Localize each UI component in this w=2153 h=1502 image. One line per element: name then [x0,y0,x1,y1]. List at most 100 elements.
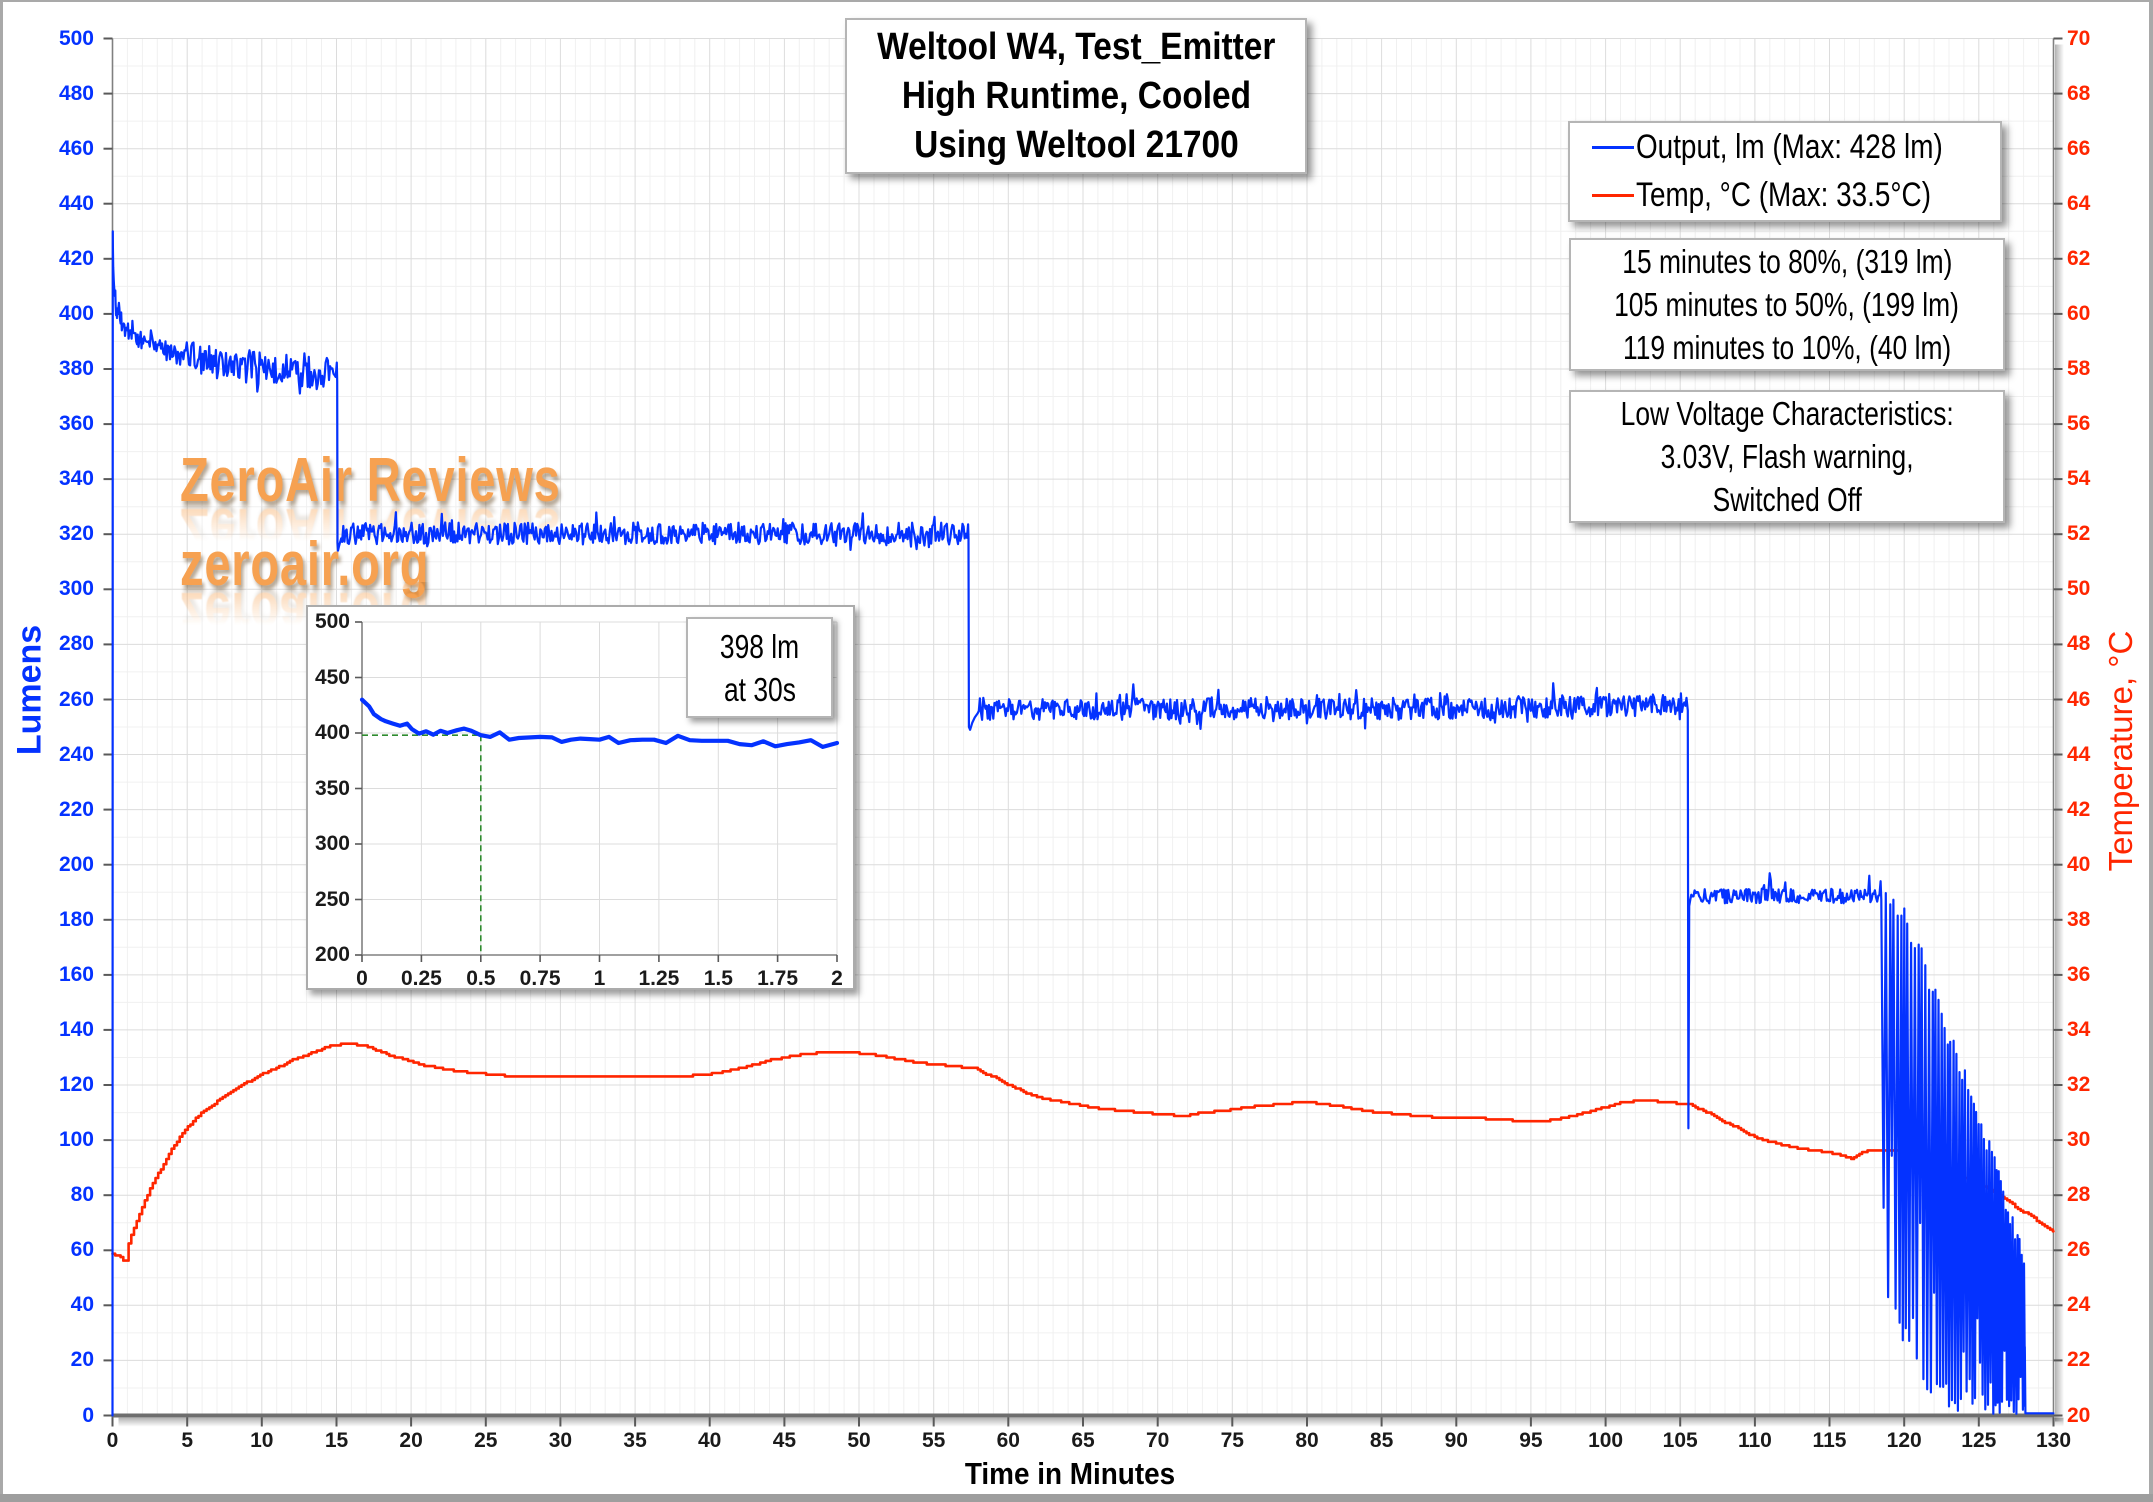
inset-annotation-line: 398 lm [719,627,800,665]
x-axis-tick-label: 65 [1071,1429,1095,1452]
chart-title-box: Weltool W4, Test_Emitter High Runtime, C… [845,18,1307,174]
right-axis-tick-label: 42 [2067,797,2091,821]
watermark-text: ZeroAir Reviews [180,446,561,515]
x-axis-tick-label: 110 [1737,1429,1772,1452]
window-border-bottom [0,1494,2153,1502]
left-axis-tick-label: 180 [58,907,94,931]
window-border-right [2149,0,2153,1502]
watermark: ZeroAir Reviews ZeroAir Reviews zeroair.… [180,446,681,649]
left-axis-tick-label: 380 [58,357,94,380]
legend-item-output: Output, lm (Max: 428 lm) [1592,128,2000,167]
right-axis-tick-label: 28 [2067,1183,2091,1207]
left-axis-tick-label: 20 [70,1348,94,1372]
right-axis-tick-label: 44 [2067,742,2091,766]
x-axis-tick-label: 100 [1588,1429,1624,1452]
inset-x-tick-label: 1 [593,967,606,990]
x-axis-tick-label: 10 [250,1429,274,1452]
legend-label-output: Output, lm (Max: 428 lm) [1636,128,1943,166]
x-axis-tick-label: 0 [106,1429,119,1452]
left-axis-tick-label: 240 [58,742,94,766]
x-axis-tick-label: 20 [399,1429,423,1452]
inset-x-tick-label: 0.5 [466,967,496,990]
low-voltage-line: 3.03V, Flash warning, [1660,438,1914,475]
x-axis-tick-label: 70 [1146,1429,1170,1452]
left-axis-tick-label: 480 [58,81,94,105]
inset-y-tick-label: 300 [314,832,350,855]
inset-chart: 0 0.25 0.5 0.75 1 1.25 1.5 1.75 2 200 250 300 350 400… [306,605,855,990]
left-axis-tick-label: 0 [82,1403,94,1427]
inset-y-tick-label: 450 [314,665,350,689]
x-axis-tick-label: 75 [1220,1429,1244,1452]
chart-title-line: High Runtime, Cooled [901,74,1251,117]
right-axis-tick-label: 54 [2067,467,2091,491]
inset-y-tick-label: 400 [314,721,350,744]
inset-y-tick-label: 350 [314,776,350,800]
left-axis-tick-label: 260 [58,687,94,711]
x-axis-tick-label: 40 [698,1429,722,1452]
right-axis-tick-label: 46 [2067,687,2091,711]
left-axis-tick-label: 400 [58,301,94,325]
right-axis-tick-label: 56 [2067,412,2091,436]
inset-y-tick-label: 250 [314,887,350,911]
inset-x-tick-label: 1.25 [638,967,680,990]
legend-item-temp: Temp, °C (Max: 33.5°C) [1592,176,2000,215]
right-axis-tick-label: 32 [2067,1073,2091,1096]
inset-x-tick-label: 0.75 [519,967,561,990]
right-axis-tick-label: 66 [2067,136,2091,160]
left-axis-tick-label: 460 [58,136,94,160]
x-axis-tick-label: 45 [772,1429,797,1452]
right-axis-tick-label: 34 [2067,1017,2091,1041]
chart-title-line: Weltool W4, Test_Emitter [876,25,1276,68]
inset-x-tick-label: 2 [831,967,843,990]
right-axis-tick-label: 40 [2067,852,2091,876]
x-axis-tick-label: 50 [847,1429,871,1452]
x-axis-tick-label: 105 [1662,1429,1698,1452]
inset-x-tick-label: 1.5 [703,967,733,990]
right-axis-tick-label: 60 [2067,301,2091,325]
x-axis-tick-label: 80 [1295,1429,1319,1452]
low-voltage-box: Low Voltage Characteristics: 3.03V, Flas… [1569,390,2005,523]
left-axis-tick-label: 340 [58,467,94,491]
left-axis-tick-label: 300 [58,577,94,601]
right-axis-tick-label: 70 [2067,26,2091,50]
left-axis-tick-label: 120 [58,1073,94,1096]
x-axis-title: Time in Minutes [964,1456,1176,1491]
stats-line: 119 minutes to 10%, (40 lm) [1622,329,1952,366]
stats-line: 15 minutes to 80%, (319 lm) [1621,243,1953,280]
left-axis-tick-label: 40 [70,1293,94,1317]
x-axis-tick-label: 115 [1812,1429,1847,1452]
right-axis-tick-label: 38 [2067,907,2091,931]
left-axis-tick-label: 60 [70,1238,94,1262]
left-axis-tick-label: 100 [58,1128,94,1152]
stats-line: 105 minutes to 50%, (199 lm) [1614,286,1960,323]
watermark-line-1: ZeroAir Reviews ZeroAir Reviews [180,446,561,565]
x-axis-tick-label: 35 [623,1429,647,1452]
x-axis-tick-label: 120 [1886,1429,1922,1452]
x-axis-tick-label: 15 [324,1429,349,1452]
left-axis-tick-label: 160 [58,962,94,986]
left-axis-tick-label: 500 [58,26,94,50]
x-axis-tick-label: 130 [2035,1429,2072,1452]
chart-title-line: Using Weltool 21700 [913,123,1239,166]
inset-x-tick-label: 0 [356,967,368,990]
left-axis-tick-label: 140 [58,1017,94,1041]
x-axis-tick-label: 5 [181,1429,194,1452]
right-axis-title: Temperature, °C [2102,630,2139,872]
left-axis-title: Lumens [10,624,49,756]
left-axis-tick-label: 360 [58,412,94,436]
right-axis-tick-label: 68 [2067,81,2091,105]
right-axis-tick-label: 64 [2067,191,2091,215]
right-axis-tick-label: 26 [2067,1238,2091,1262]
x-axis-tick-label: 85 [1369,1429,1394,1452]
inset-y-tick-label: 500 [314,610,350,633]
window-border-top [0,0,2153,2]
runtime-stats-box: 15 minutes to 80%, (319 lm) 105 minutes … [1569,238,2005,371]
left-axis-tick-label: 220 [58,797,94,821]
right-axis-tick-label: 30 [2067,1128,2091,1152]
left-axis-tick-label: 420 [58,246,94,270]
inset-x-tick-label: 1.75 [757,967,799,990]
right-axis-tick-label: 20 [2067,1403,2091,1427]
low-voltage-line: Low Voltage Characteristics: [1620,395,1954,432]
